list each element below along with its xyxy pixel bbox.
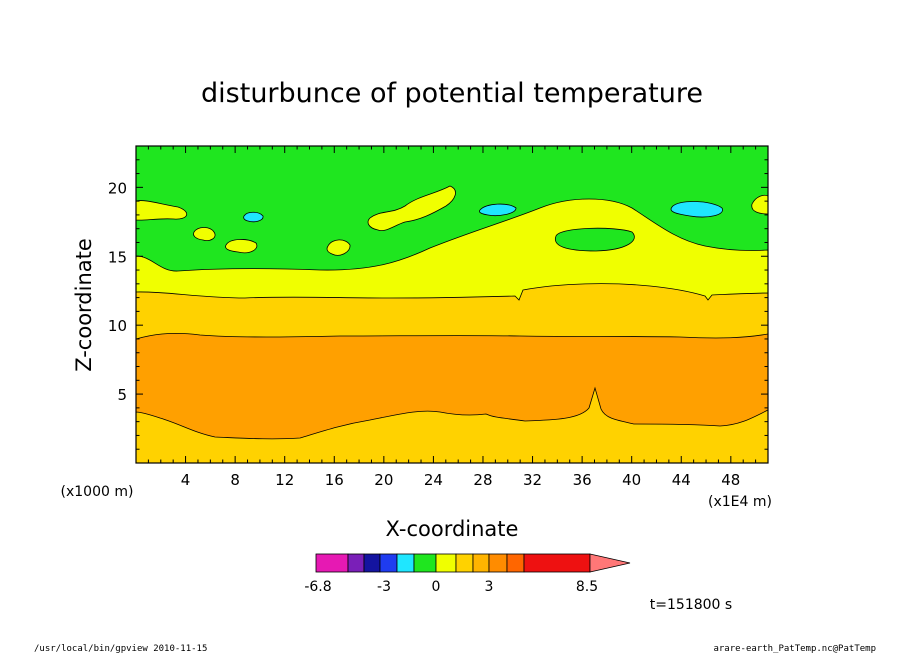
contour-island-5 [367,185,456,232]
colorbar-swatch [347,553,365,573]
contour-cyan-2 [479,203,517,216]
footer-right: arare-earth_PatTemp.nc@PatTemp [713,644,876,654]
contour-cyan-3 [670,201,723,218]
x-tick-label: 20 [374,471,393,489]
contour-island-2 [193,227,216,241]
colorbar-swatch [396,553,415,573]
y-axis-label: Z-coordinate [72,238,96,372]
colorbar-tick-label: 3 [485,579,494,595]
plot-frame [135,145,769,464]
band-middle [135,332,769,463]
colorbar-swatch [379,553,398,573]
contour-green-hole [554,227,635,252]
colorbar-swatch [488,553,508,573]
x-tick-label: 8 [230,471,240,489]
colorbar-tick-label: 0 [432,579,441,595]
x-tick-label: 4 [181,471,191,489]
contour-island-4 [326,239,351,256]
x-axis-label: X-coordinate [386,517,519,541]
plot-area [135,145,769,464]
colorbar-swatch [413,553,437,573]
x-tick-label: 12 [275,471,294,489]
x-tick-label: 40 [622,471,641,489]
contour-cyan-1 [243,211,264,223]
colorbar-swatch [506,553,525,573]
x-tick-label: 36 [573,471,592,489]
colorbar-swatch [315,553,349,573]
colorbar-tick-label: -3 [377,579,391,595]
colorbar-swatch [455,553,474,573]
x-tick-label: 44 [672,471,691,489]
y-tick-label: 15 [108,248,127,266]
y-tick-label: 5 [117,386,127,404]
chart-title: disturbunce of potential temperature [201,78,703,109]
y-tick-label: 20 [108,179,127,197]
colorbar-arrow [589,553,631,573]
colorbar-swatch [363,553,381,573]
x-tick-label: 16 [325,471,344,489]
colorbar-ticks: -6.8 -3 0 3 8.5 [304,579,598,595]
x-tick-label: 28 [473,471,492,489]
x-axis: 4 8 12 16 20 24 28 32 36 40 44 48 [147,146,757,489]
time-label: t=151800 s [650,597,732,613]
x-units-left: (x1000 m) [61,484,134,500]
x-units-right: (x1E4 m) [708,494,772,510]
footer-left: /usr/local/bin/gpview 2010-11-15 [34,644,207,654]
colorbar-tick-label: -6.8 [304,579,331,595]
x-tick-label: 32 [523,471,542,489]
colorbar-swatch [472,553,490,573]
colorbar-swatch [435,553,457,573]
contour-island-3 [225,239,258,254]
colorbar [315,553,631,573]
contour-island-1 [135,200,187,221]
y-tick-label: 10 [108,317,127,335]
x-tick-label: 24 [424,471,443,489]
x-tick-label: 48 [721,471,740,489]
colorbar-tick-label: 8.5 [576,579,598,595]
y-axis: 5 10 15 20 [108,159,768,450]
colorbar-swatch [523,553,591,573]
